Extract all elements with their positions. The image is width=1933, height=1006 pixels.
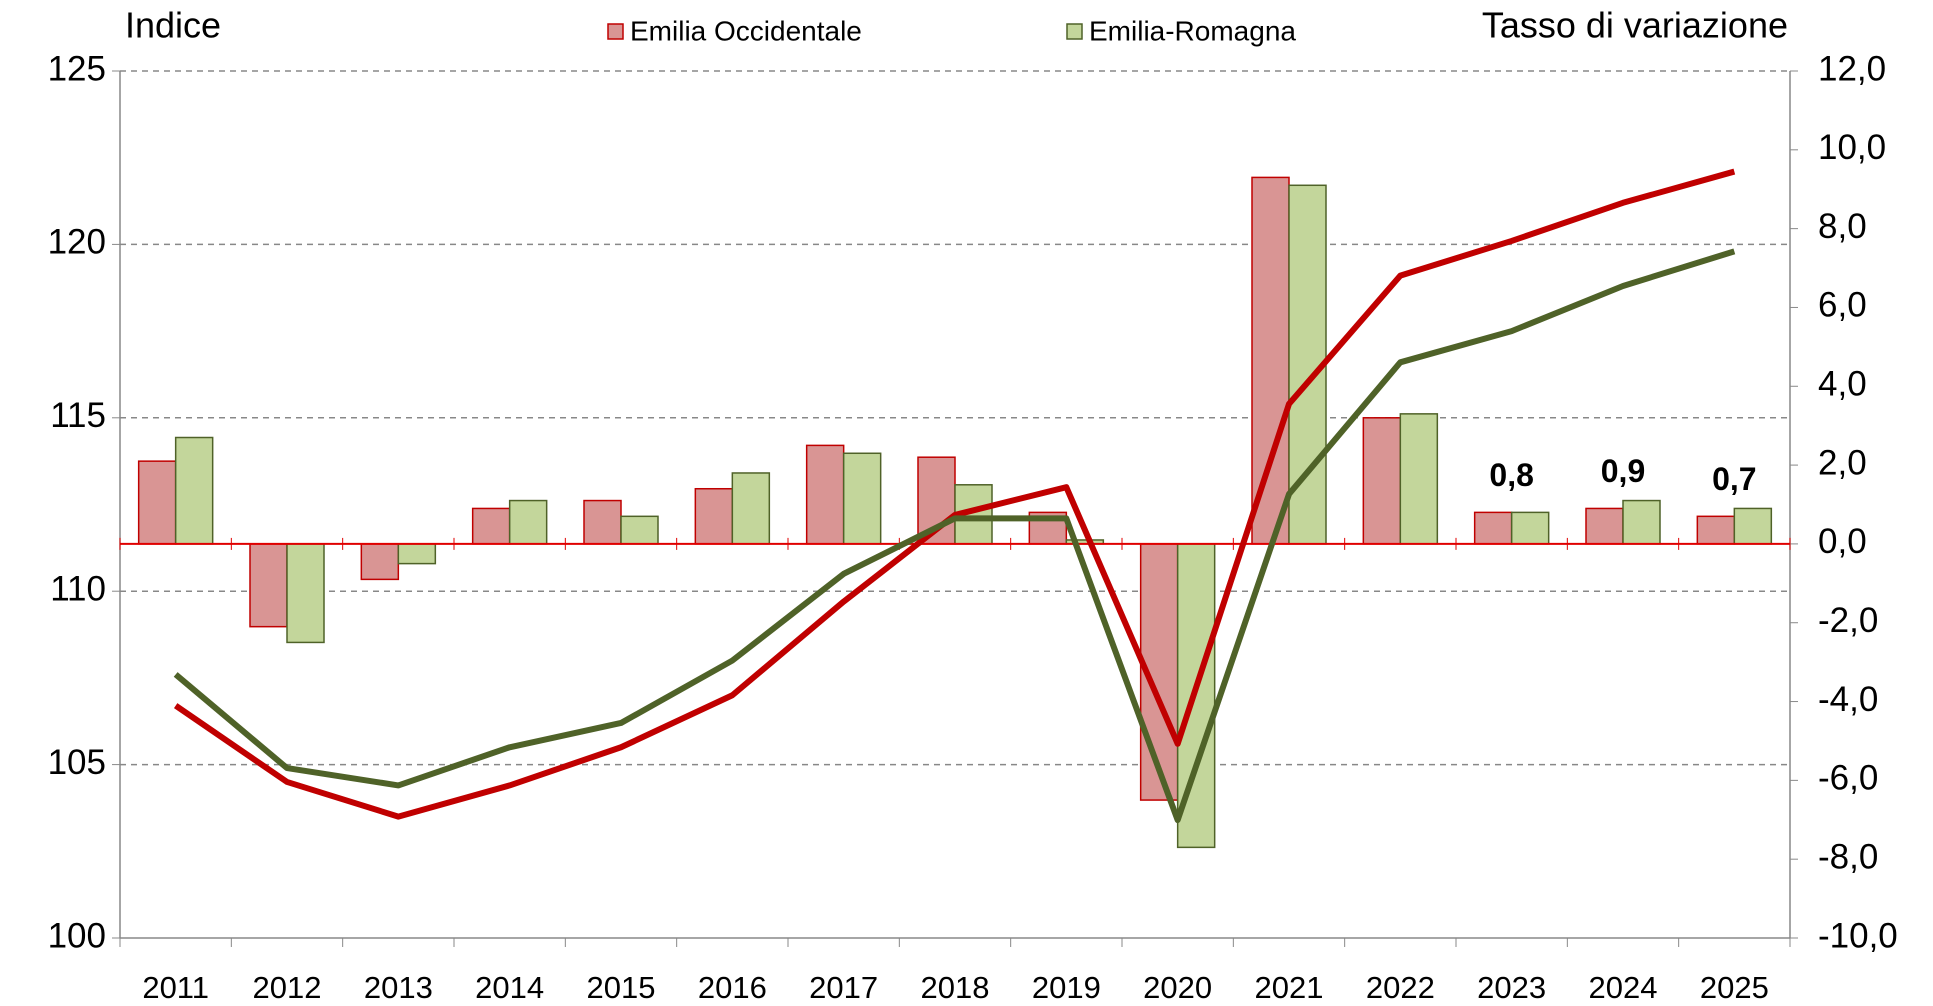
legend-label: Emilia-Romagna bbox=[1089, 15, 1296, 46]
y-tick-label: 125 bbox=[48, 49, 106, 88]
x-tick-label: 2015 bbox=[587, 970, 656, 1005]
y2-tick-label: -2,0 bbox=[1818, 601, 1878, 640]
y2-tick-label: 10,0 bbox=[1818, 128, 1886, 167]
bar bbox=[842, 452, 882, 545]
x-tick-label: 2020 bbox=[1143, 970, 1212, 1005]
bar bbox=[620, 515, 659, 545]
x-tick-label: 2021 bbox=[1255, 970, 1324, 1005]
data-label: 0,8 bbox=[1489, 457, 1533, 493]
x-tick-label: 2019 bbox=[1032, 970, 1101, 1005]
legend-label: Emilia Occidentale bbox=[630, 15, 862, 46]
y2-axis-title: Tasso di variazione bbox=[1482, 5, 1788, 46]
y2-tick-label: 0,0 bbox=[1818, 522, 1867, 561]
x-tick-label: 2023 bbox=[1477, 970, 1546, 1005]
bar bbox=[286, 543, 325, 644]
x-tick-label: 2017 bbox=[809, 970, 878, 1005]
y-tick-label: 110 bbox=[50, 569, 106, 608]
y2-tick-label: -6,0 bbox=[1818, 759, 1878, 798]
x-tick-label: 2024 bbox=[1589, 970, 1658, 1005]
bar bbox=[360, 543, 400, 581]
bar bbox=[694, 487, 734, 545]
bar bbox=[1473, 511, 1513, 545]
bar bbox=[1399, 413, 1439, 545]
bar bbox=[508, 499, 548, 545]
bar bbox=[137, 460, 177, 545]
bar bbox=[805, 444, 845, 545]
y2-tick-label: -8,0 bbox=[1818, 837, 1878, 876]
y-tick-label: 115 bbox=[50, 396, 106, 435]
bar bbox=[1585, 507, 1624, 545]
y2-tick-label: 8,0 bbox=[1818, 207, 1867, 246]
x-tick-label: 2022 bbox=[1366, 970, 1435, 1005]
y2-tick-label: 12,0 bbox=[1818, 49, 1886, 88]
x-tick-label: 2025 bbox=[1700, 970, 1769, 1005]
y2-tick-label: -4,0 bbox=[1818, 680, 1878, 719]
bar bbox=[397, 543, 437, 565]
y2-tick-label: 6,0 bbox=[1818, 286, 1867, 325]
bar bbox=[249, 543, 288, 628]
x-tick-label: 2018 bbox=[921, 970, 990, 1005]
bar bbox=[1733, 507, 1773, 545]
bar bbox=[1251, 176, 1290, 545]
x-tick-label: 2012 bbox=[253, 970, 322, 1005]
x-tick-label: 2013 bbox=[364, 970, 433, 1005]
x-tick-label: 2011 bbox=[142, 970, 209, 1005]
y2-tick-label: -10,0 bbox=[1818, 916, 1898, 955]
y-tick-label: 105 bbox=[48, 743, 106, 782]
y-tick-label: 100 bbox=[48, 916, 106, 955]
bar bbox=[471, 507, 511, 545]
bar bbox=[1622, 499, 1661, 545]
bar bbox=[174, 436, 214, 545]
legend-swatch bbox=[607, 23, 624, 40]
bar bbox=[583, 499, 622, 545]
x-tick-label: 2016 bbox=[698, 970, 767, 1005]
data-label: 0,9 bbox=[1601, 453, 1645, 489]
bar bbox=[731, 472, 771, 545]
data-label: 0,7 bbox=[1712, 461, 1756, 497]
bar bbox=[1510, 511, 1550, 545]
x-tick-label: 2014 bbox=[475, 970, 544, 1005]
y2-tick-label: 2,0 bbox=[1818, 443, 1867, 482]
legend-swatch bbox=[1066, 23, 1083, 40]
y-tick-label: 120 bbox=[48, 223, 106, 262]
y-axis-title: Indice bbox=[125, 5, 221, 46]
bar bbox=[1362, 417, 1402, 545]
y2-tick-label: 4,0 bbox=[1818, 365, 1867, 404]
bar bbox=[1696, 515, 1736, 545]
line bbox=[173, 168, 1736, 820]
line bbox=[173, 248, 1736, 824]
